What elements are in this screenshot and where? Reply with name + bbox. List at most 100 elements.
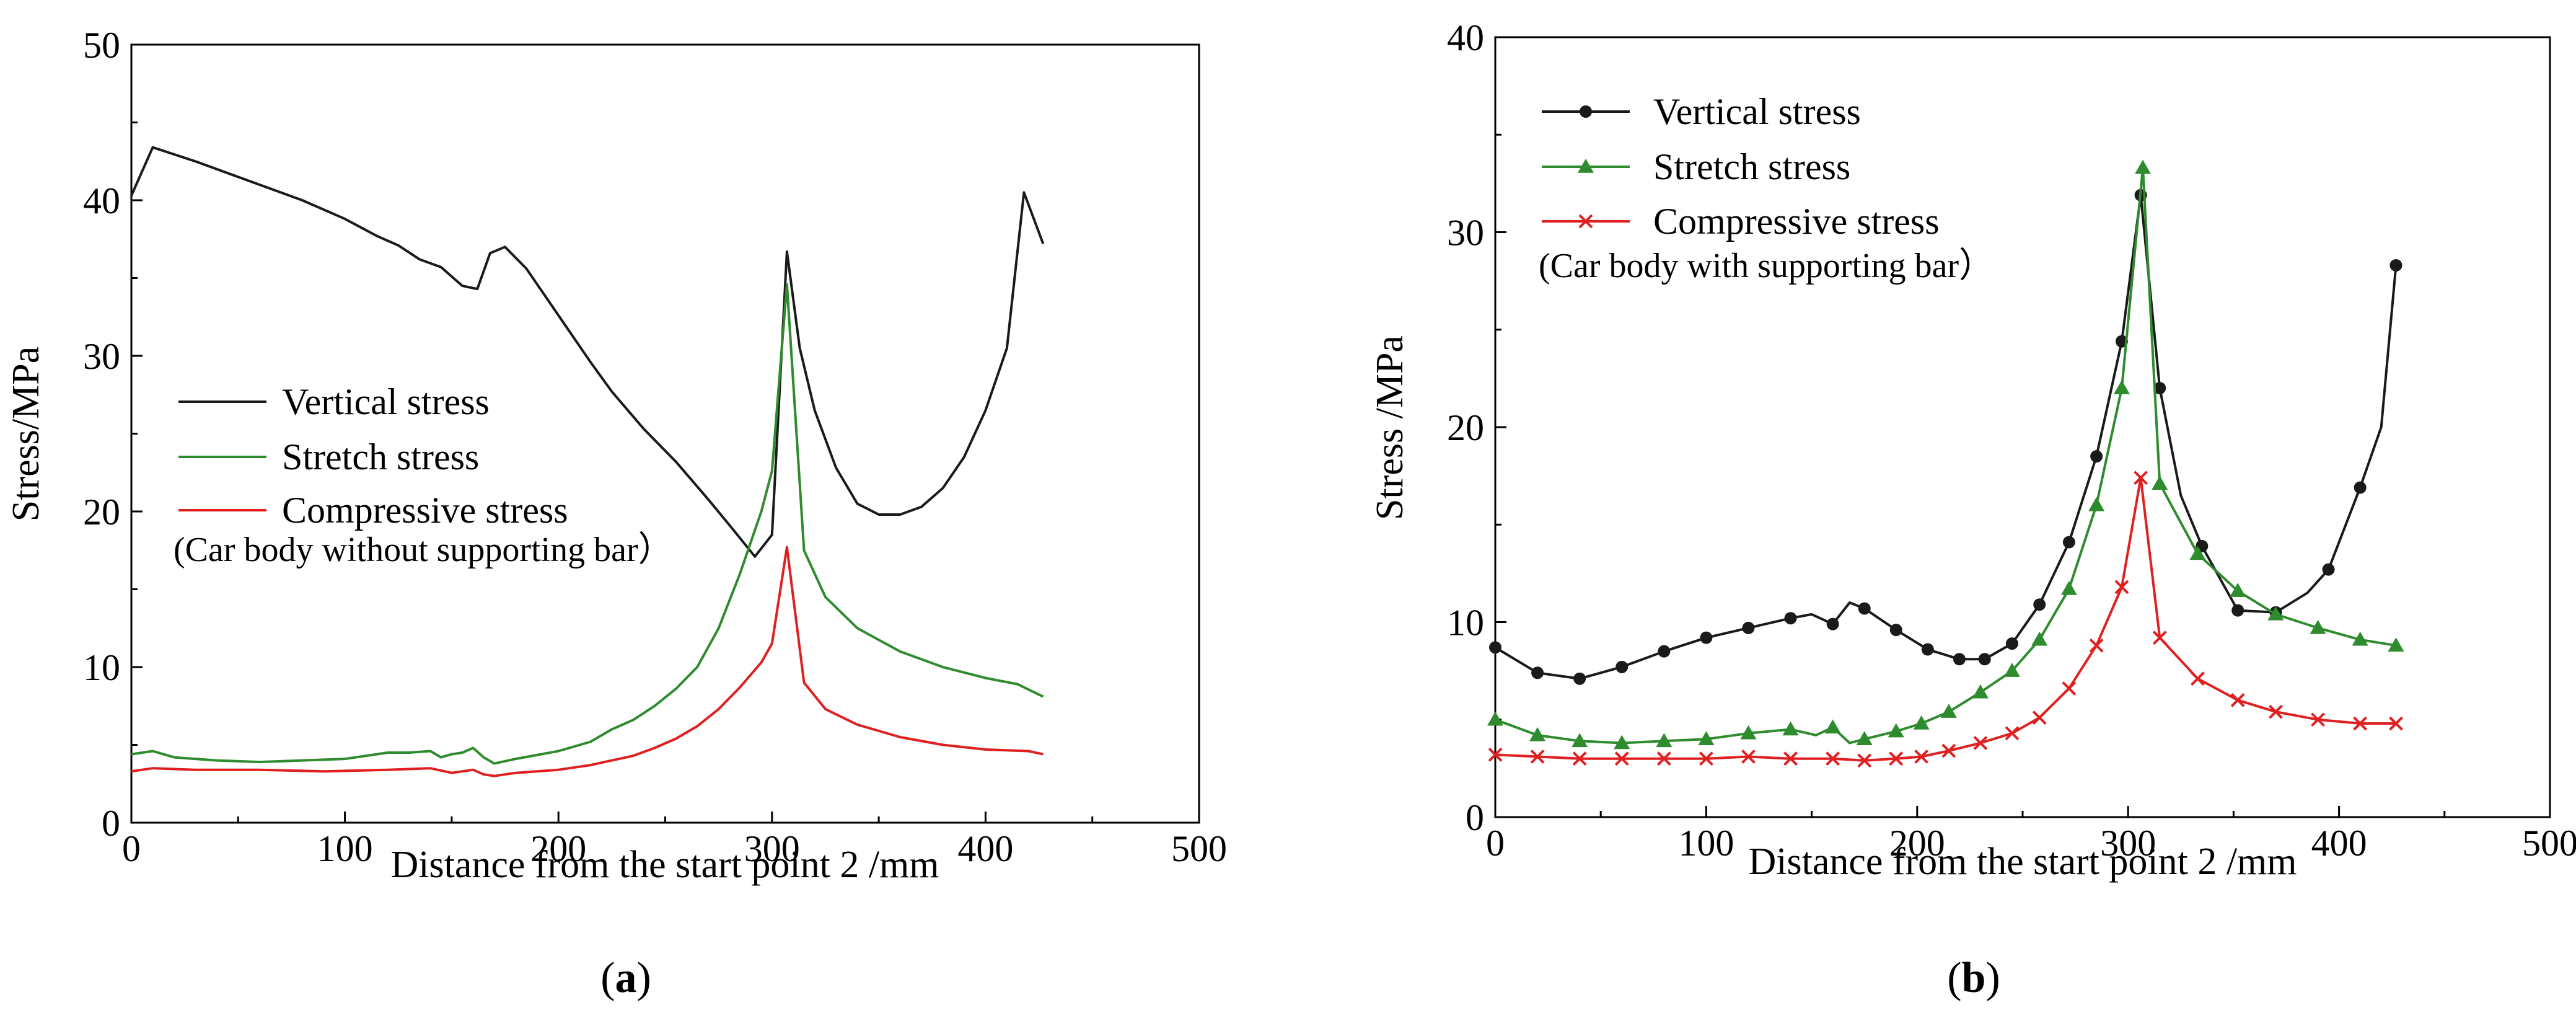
data-point-vertical-stress-b-25 <box>2231 604 2244 617</box>
data-point-vertical-stress-b-22 <box>2153 382 2166 395</box>
legend-marker-triangle-b <box>1578 159 1594 173</box>
data-point-vertical-stress-b-1 <box>1531 666 1544 679</box>
data-point-stretch-stress-b-11 <box>1856 731 1873 745</box>
data-point-vertical-stress-b-28 <box>2322 563 2335 576</box>
data-point-stretch-stress-b-3 <box>1614 735 1630 750</box>
legend-marker-glyph-compressive-stress-b <box>1578 214 1593 229</box>
legend-label-compressive-stress-a: Compressive stress <box>282 490 568 531</box>
y-tick-label-a-0: 0 <box>102 803 120 844</box>
data-point-compressive-stress-b-23-stroke-2 <box>2269 704 2283 719</box>
data-point-stretch-stress-b-28 <box>2388 637 2404 652</box>
data-point-compressive-stress-b-8 <box>1826 751 1840 766</box>
data-point-vertical-stress-b-2 <box>1573 672 1586 685</box>
y-tick-label-b-0: 0 <box>1466 797 1484 838</box>
data-point-stretch-stress-b-6 <box>1740 725 1757 740</box>
data-point-compressive-stress-b-11 <box>1914 750 1929 764</box>
data-point-compressive-stress-b-9 <box>1857 753 1872 768</box>
data-point-vertical-stress-b-11 <box>1858 602 1871 615</box>
series-line-vertical-stress-b <box>1494 193 2398 680</box>
legend-marker-circle-b <box>1580 105 1592 118</box>
data-point-stretch-stress-b-25 <box>2267 606 2284 621</box>
data-point-compressive-stress-b-12-stroke-2 <box>1941 743 1956 758</box>
data-point-stretch-stress-b-18 <box>2060 581 2077 595</box>
data-point-compressive-stress-b-12 <box>1941 743 1956 758</box>
data-point-vertical-stress-b-19 <box>2090 450 2103 463</box>
data-point-stretch-stress-b-23 <box>2189 546 2206 560</box>
legend-label-vertical-stress-a: Vertical stress <box>282 381 490 422</box>
data-point-vertical-stress-b-29 <box>2354 481 2367 494</box>
chart-panel-b: 0 100 200 300 400 500 0 10 20 30 40 Vertical stres… <box>1369 17 2576 1002</box>
legend-a: Vertical stress Stretch stress Compressi… <box>174 381 673 569</box>
data-point-compressive-stress-b-14 <box>2005 726 2020 741</box>
y-tick-label-a-20: 20 <box>83 492 120 533</box>
data-point-compressive-stress-b-17-stroke-2 <box>2089 638 2104 653</box>
x-tick-label-a-0: 0 <box>122 828 141 869</box>
data-point-stretch-stress-b-9 <box>1824 719 1841 734</box>
data-point-compressive-stress-b-4 <box>1656 751 1671 766</box>
legend-label-compressive-stress-b: Compressive stress <box>1653 201 1940 242</box>
data-point-stretch-stress-b-27 <box>2352 631 2368 646</box>
data-point-stretch-stress-b-20 <box>2113 380 2130 394</box>
data-point-compressive-stress-b-16 <box>2062 681 2077 696</box>
data-point-stretch-stress-b-15 <box>1972 684 1989 699</box>
y-axis-label-b: Stress /MPa <box>1369 335 1411 520</box>
data-point-stretch-stress-b-26 <box>2310 619 2326 634</box>
legend-label-vertical-stress-b: Vertical stress <box>1653 91 1861 132</box>
data-point-stretch-stress-b-1 <box>1529 727 1546 741</box>
y-tick-label-a-10: 10 <box>83 647 120 688</box>
data-point-stretch-stress-b-12 <box>1888 723 1904 738</box>
data-point-vertical-stress-b-15 <box>1978 653 1991 666</box>
data-point-compressive-stress-b-14-stroke-2 <box>2005 726 2020 741</box>
caption-b: (b) <box>1947 954 2000 1002</box>
data-point-vertical-stress-b-13 <box>1921 643 1934 656</box>
axes-a: 0 100 200 300 400 500 0 10 20 30 40 50 <box>83 25 1227 869</box>
data-point-compressive-stress-b-26-stroke-2 <box>2389 716 2403 731</box>
data-point-vertical-stress-b-6 <box>1742 621 1755 634</box>
data-point-compressive-stress-b-13 <box>1973 736 1988 750</box>
series-line-compressive-stress-a <box>131 546 1044 777</box>
y-tick-label-b-20: 20 <box>1447 407 1484 448</box>
data-point-stretch-stress-b-7 <box>1782 721 1799 736</box>
data-point-vertical-stress-b-9 <box>1826 617 1839 630</box>
data-point-vertical-stress-b-0 <box>1489 641 1501 654</box>
legend-label-stretch-stress-b: Stretch stress <box>1653 146 1850 187</box>
data-point-compressive-stress-b-16-stroke-2 <box>2062 681 2077 696</box>
data-point-compressive-stress-b-22-stroke-2 <box>2230 692 2245 707</box>
data-point-vertical-stress-b-3 <box>1615 660 1629 673</box>
data-point-compressive-stress-b-19 <box>2134 471 2148 485</box>
data-point-stretch-stress-b-22 <box>2152 476 2168 490</box>
x-tick-label-a-500: 500 <box>1171 828 1227 869</box>
x-tick-label-b-500: 500 <box>2522 823 2576 864</box>
data-point-compressive-stress-b-2-stroke-2 <box>1572 751 1587 766</box>
data-point-compressive-stress-b-11-stroke-2 <box>1914 750 1929 764</box>
series-line-stretch-stress-a <box>131 283 1044 765</box>
data-point-compressive-stress-b-26 <box>2389 716 2403 731</box>
data-point-compressive-stress-b-10-stroke-2 <box>1889 751 1904 766</box>
data-point-compressive-stress-b-21-stroke-2 <box>2191 671 2205 686</box>
data-point-compressive-stress-b-4-stroke-2 <box>1656 751 1671 766</box>
x-tick-label-a-200: 200 <box>530 828 586 869</box>
x-axis-label-b: Distance from the start point 2 /mm <box>1748 841 2297 883</box>
x-tick-label-b-300: 300 <box>2100 823 2156 864</box>
data-point-vertical-stress-b-18 <box>2062 536 2075 549</box>
data-point-compressive-stress-b-8-stroke-2 <box>1826 751 1840 766</box>
data-point-compressive-stress-b-0-stroke-2 <box>1488 747 1503 762</box>
data-point-compressive-stress-b-6-stroke-2 <box>1741 750 1756 764</box>
legend-b: Vertical stress Stretch stress Compressi… <box>1539 91 1994 285</box>
data-point-compressive-stress-b-24 <box>2311 712 2325 727</box>
annotation-b: (Car body with supporting bar） <box>1539 247 1994 285</box>
data-point-vertical-stress-b-16 <box>2005 637 2018 650</box>
legend-marker-glyph-stretch-stress-b <box>1578 159 1594 173</box>
data-point-stretch-stress-b-5 <box>1698 731 1715 745</box>
data-point-compressive-stress-b-23 <box>2269 704 2283 719</box>
x-axis-label-a: Distance from the start point 2 /mm <box>390 844 939 886</box>
data-point-compressive-stress-b-19-stroke-2 <box>2134 471 2148 485</box>
data-point-stretch-stress-b-0 <box>1487 711 1503 726</box>
legend-marker-glyph-compressive-stress-b-stroke-2 <box>1578 214 1593 229</box>
data-point-compressive-stress-b-7 <box>1783 751 1798 766</box>
data-point-compressive-stress-b-22 <box>2230 692 2245 707</box>
data-point-compressive-stress-b-13-stroke-2 <box>1973 736 1988 750</box>
y-tick-label-b-40: 40 <box>1447 17 1484 58</box>
data-point-stretch-stress-b-16 <box>2003 663 2020 677</box>
